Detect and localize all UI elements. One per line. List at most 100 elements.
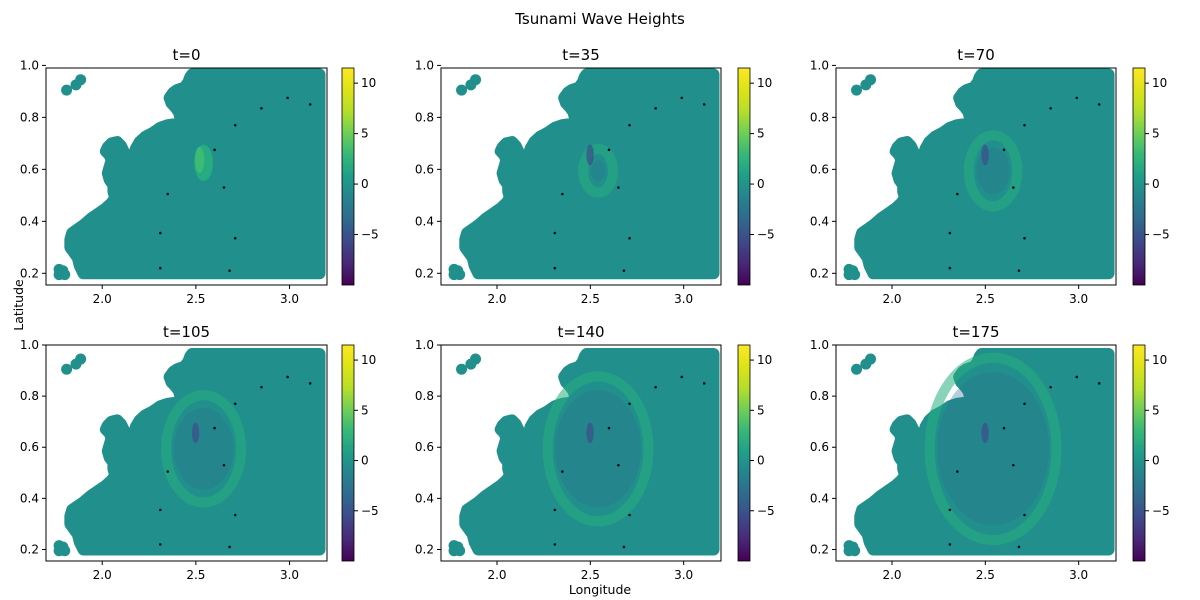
x-tick-label: 2.5	[976, 568, 995, 582]
station-point	[1017, 545, 1021, 549]
panel-title: t=35	[562, 46, 600, 64]
source-trough	[981, 422, 989, 444]
x-tick-label: 2.0	[93, 292, 112, 306]
x-tick-label: 2.5	[581, 568, 600, 582]
x-tick-label: 3.0	[674, 292, 693, 306]
plot-area	[53, 347, 326, 557]
y-tick-label: 0.4	[415, 214, 434, 228]
x-tick-label: 2.0	[93, 568, 112, 582]
wave-ring	[542, 371, 654, 527]
x-tick-label: 2.0	[487, 568, 506, 582]
x-tick-label: 3.0	[1069, 292, 1088, 306]
colorbar-tick-label: 0	[757, 177, 765, 191]
station-point	[213, 426, 216, 430]
y-tick-label: 0.8	[415, 110, 434, 124]
colorbar-tick-label: −5	[757, 228, 775, 242]
station-point	[628, 513, 631, 517]
x-tick-label: 3.0	[674, 568, 693, 582]
island-point	[454, 269, 466, 281]
station-point	[628, 402, 631, 406]
panel-4: t=105 2.0 2.5 3.0 0.2 0.4 0.6 0.8 1.0 10 5 0 −5	[20, 323, 379, 582]
station-point	[948, 508, 952, 512]
island-point	[851, 84, 863, 96]
panel-title: t=175	[952, 323, 999, 341]
station-point	[222, 463, 226, 467]
station-point	[680, 96, 684, 100]
x-tick-label: 2.5	[581, 292, 600, 306]
island-point	[851, 363, 863, 375]
wave-ring	[963, 130, 1023, 212]
station-point	[158, 508, 162, 512]
panel-2: t=35 2.0 2.5 3.0 0.2 0.4 0.6 0.8 1.0 10 5 0 −5	[415, 46, 775, 306]
station-point	[228, 269, 231, 273]
colorbar-tick-label: 5	[757, 127, 765, 141]
axes-frame	[45, 67, 328, 286]
figure-title: Tsunami Wave Heights	[514, 10, 685, 28]
station-point	[702, 103, 706, 106]
station-point	[233, 513, 237, 517]
colorbar-tick-label: 10	[1152, 76, 1167, 90]
y-tick-label: 0.8	[810, 389, 829, 403]
station-point	[956, 470, 959, 473]
island-point	[865, 74, 877, 86]
wave-ring	[578, 144, 618, 198]
island-point	[456, 363, 468, 375]
axes-frame	[835, 344, 1117, 562]
island-point	[865, 353, 877, 365]
y-tick-label: 0.8	[415, 389, 434, 403]
station-point	[622, 545, 626, 549]
y-tick-label: 0.4	[810, 491, 829, 505]
axes-frame	[440, 344, 722, 562]
colorbar-tick-label: 0	[361, 177, 369, 191]
colorbar	[1132, 344, 1146, 562]
panel-3: t=70 2.0 2.5 3.0 0.2 0.4 0.6 0.8 1.0 10 5 0 −5	[810, 46, 1170, 306]
y-tick-label: 1.0	[810, 338, 829, 352]
station-point	[1002, 148, 1006, 152]
station-point	[948, 266, 952, 270]
station-point	[1017, 269, 1021, 273]
colorbar-tick-label: 5	[1152, 403, 1160, 417]
station-point	[702, 382, 706, 385]
station-point	[260, 106, 263, 110]
landmass-scatter	[64, 347, 326, 556]
station-point	[1049, 385, 1052, 389]
wave-ring	[161, 390, 247, 508]
station-point	[1023, 402, 1026, 406]
island-point	[75, 74, 87, 86]
y-tick-label: 1.0	[20, 58, 39, 72]
x-tick-label: 2.0	[882, 568, 901, 582]
station-point	[617, 186, 620, 189]
colorbar-tick-label: 10	[1152, 353, 1167, 367]
x-tick-label: 2.0	[487, 292, 506, 306]
station-point	[1012, 186, 1015, 189]
station-point	[628, 123, 631, 127]
y-tick-label: 0.2	[415, 542, 434, 556]
station-point	[308, 382, 312, 385]
station-point	[233, 402, 237, 406]
station-point	[654, 106, 657, 110]
panel-title: t=70	[957, 46, 995, 64]
colorbar-tick-label: −5	[757, 504, 775, 518]
y-tick-label: 0.6	[810, 440, 829, 454]
station-point	[680, 375, 684, 379]
station-point	[948, 543, 952, 546]
station-point	[166, 192, 170, 196]
colorbar	[737, 67, 751, 286]
colorbar-tick-label: 0	[1152, 454, 1160, 468]
y-tick-label: 0.4	[415, 491, 434, 505]
station-point	[1097, 382, 1101, 385]
colorbar-tick-label: 0	[757, 454, 765, 468]
source-trough	[191, 422, 200, 444]
colorbar-tick-label: 10	[757, 353, 772, 367]
wave-trough	[173, 407, 234, 490]
colorbar-tick-label: −5	[1152, 504, 1170, 518]
y-tick-label: 0.6	[20, 162, 39, 176]
colorbar	[737, 344, 751, 562]
station-point	[553, 266, 557, 270]
island-point	[470, 74, 482, 86]
station-point	[233, 236, 237, 240]
y-tick-label: 0.6	[415, 162, 434, 176]
y-tick-label: 0.4	[20, 491, 39, 505]
x-axis-label: Longitude	[569, 582, 631, 597]
y-tick-label: 0.6	[20, 440, 39, 454]
